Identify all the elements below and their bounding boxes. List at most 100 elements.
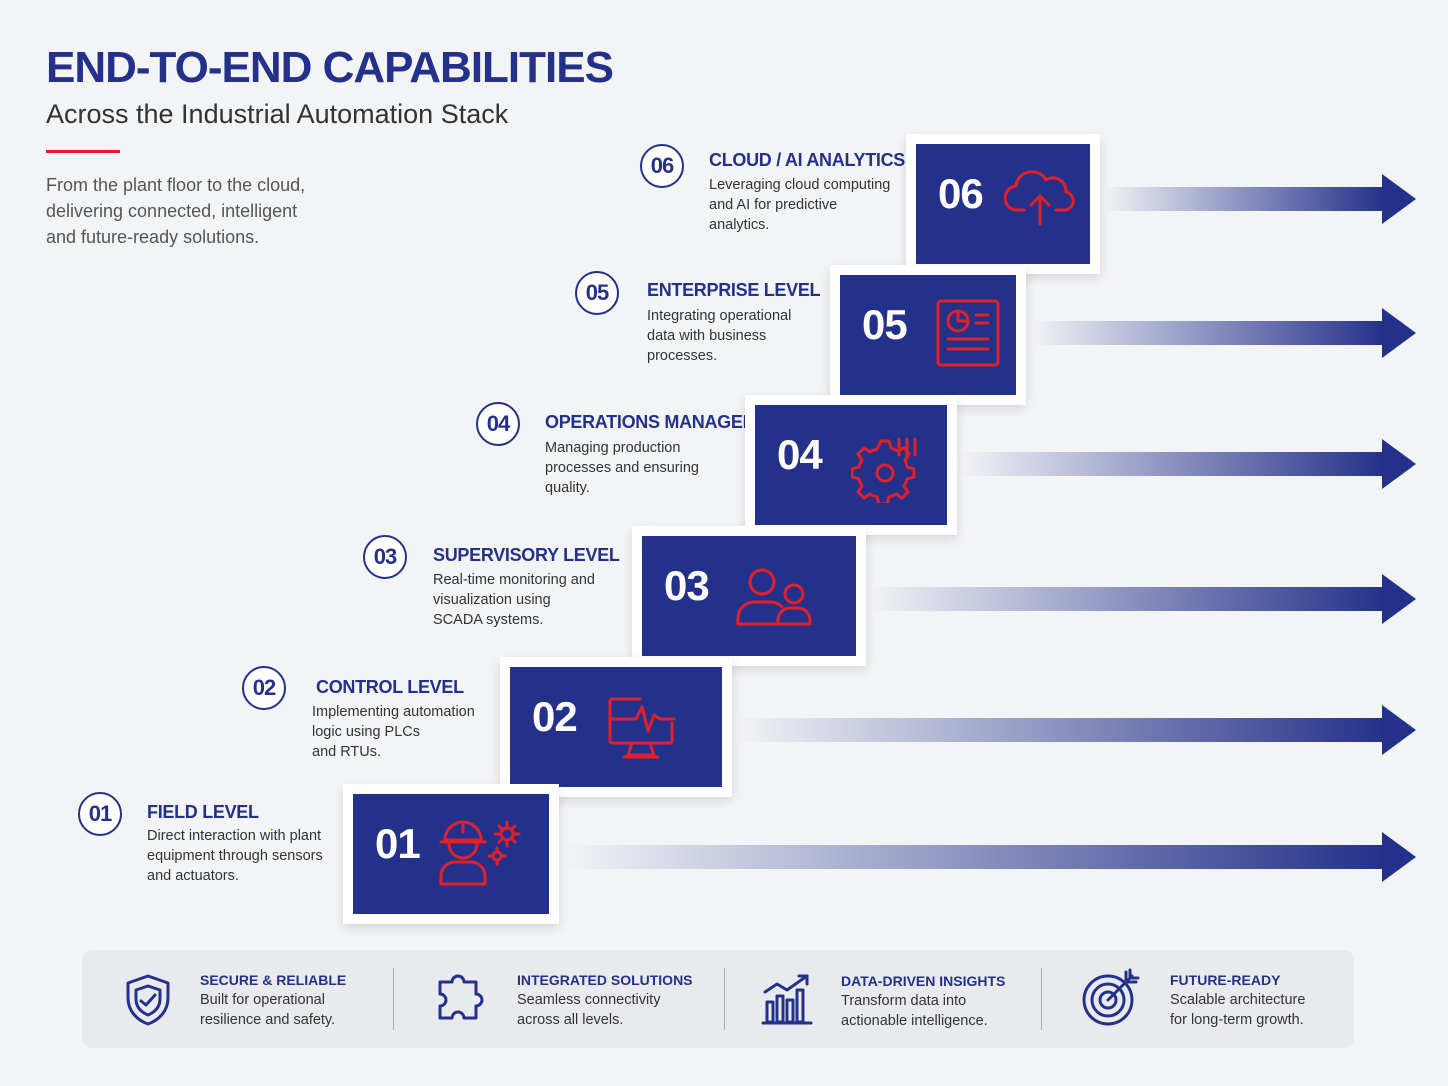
arrow-06 [1102,174,1416,224]
desc-line: Integrating operational [647,308,792,324]
feature-desc: Built for operational resilience and saf… [200,990,335,1030]
page-title: END-TO-END CAPABILITIES [46,43,614,92]
step-title-01: FIELD LEVEL [147,802,259,822]
report-icon [936,299,1000,367]
step-desc-01: Direct interaction with plant equipment … [147,826,337,886]
intro-line: and future-ready solutions. [46,227,260,247]
feature-secure: SECURE & RELIABLE Built for operational … [82,950,392,1048]
step-title-04: OPERATIONS MANAGEMENT [545,412,793,432]
desc-line: Managing production [545,440,681,456]
card-number: 05 [862,301,908,348]
intro-line: delivering connected, intelligent [46,201,298,221]
step-badge-01: 01 [78,792,122,836]
desc-line: Seamless connectivity [517,992,661,1008]
desc-line: Transform data into [841,993,967,1009]
feature-divider [393,968,394,1030]
step-desc-04: Managing production processes and ensuri… [545,438,735,498]
feature-desc: Scalable architecture for long-term grow… [1170,990,1305,1030]
desc-line: equipment through sensors [147,848,323,864]
desc-line: Real-time monitoring and [433,572,595,588]
feature-title: FUTURE-READY [1170,972,1281,988]
desc-line: Implementing automation [312,704,475,720]
card-panel: 06 [916,144,1090,264]
feature-title: DATA-DRIVEN INSIGHTS [841,973,1006,989]
step-title-05: ENTERPRISE LEVEL [647,280,821,300]
card-panel: 01 [353,794,549,914]
bar-chart-trend-icon [761,974,813,1025]
desc-line: actionable intelligence. [841,1013,988,1029]
feature-data: DATA-DRIVEN INSIGHTS Transform data into… [725,950,1041,1048]
desc-line: analytics. [709,217,770,233]
step-card-01: 01 [343,784,559,924]
step-badge-06: 06 [640,144,684,188]
desc-line: processes. [647,348,718,364]
card-number: 03 [664,562,710,609]
desc-line: Leveraging cloud computing [709,177,891,193]
card-number: 01 [375,820,421,867]
feature-desc: Seamless connectivity across all levels. [517,990,660,1030]
users-icon [736,568,812,626]
card-panel: 03 [642,536,856,656]
arrow-04 [960,439,1416,489]
card-number: 06 [938,170,984,217]
step-card-03: 03 [632,526,866,666]
step-desc-02: Implementing automation logic using PLCs… [312,702,502,762]
step-desc-06: Leveraging cloud computing and AI for pr… [709,175,899,235]
step-badge-05: 05 [575,271,619,315]
desc-line: Scalable architecture [1170,992,1306,1008]
desc-line: quality. [545,480,590,496]
feature-integrated: INTEGRATED SOLUTIONS Seamless connectivi… [394,950,724,1048]
title-underline [46,150,120,153]
desc-line: and actuators. [147,868,239,884]
arrow-03 [868,574,1416,624]
desc-line: processes and ensuring [545,460,699,476]
intro-line: From the plant floor to the cloud, [46,175,306,195]
card-number: 02 [532,693,578,740]
feature-title: SECURE & RELIABLE [200,972,347,988]
step-desc-03: Real-time monitoring and visualization u… [433,570,623,630]
desc-line: for long-term growth. [1170,1012,1304,1028]
desc-line: SCADA systems. [433,612,544,628]
desc-line: visualization using [433,592,551,608]
step-card-06: 06 [906,134,1100,274]
gear-bars-icon [851,437,917,503]
feature-desc: Transform data into actionable intellige… [841,991,988,1031]
arrow-02 [735,705,1416,755]
arrows-layer [562,174,1416,882]
step-card-05: 05 [830,265,1026,405]
desc-line: across all levels. [517,1012,624,1028]
desc-line: Direct interaction with plant [147,828,322,844]
desc-line: resilience and safety. [200,1012,336,1028]
shield-check-icon [126,974,170,1026]
feature-title: INTEGRATED SOLUTIONS [517,972,693,988]
feature-divider [724,968,725,1030]
desc-line: logic using PLCs [312,724,420,740]
card-panel: 05 [840,275,1016,395]
intro-text: From the plant floor to the cloud, deliv… [46,172,346,250]
target-arrow-icon [1082,968,1140,1026]
desc-line: data with business [647,328,767,344]
puzzle-icon [438,974,484,1020]
step-badge-04: 04 [476,402,520,446]
arrow-05 [1030,308,1416,358]
card-number: 04 [777,431,823,478]
step-card-02: 02 [500,657,732,797]
step-desc-05: Integrating operational data with busine… [647,306,837,366]
feature-future: FUTURE-READY Scalable architecture for l… [1042,950,1354,1048]
monitor-pulse-icon [608,697,676,759]
page-subtitle: Across the Industrial Automation Stack [46,99,509,129]
cloud-upload-icon [1004,170,1075,226]
arrow-01 [562,832,1416,882]
feature-divider [1041,968,1042,1030]
card-panel: 02 [510,667,722,787]
card-panel: 04 [755,405,947,525]
worker-gears-icon [439,820,521,886]
step-title-06: CLOUD / AI ANALYTICS [709,150,906,170]
step-title-03: SUPERVISORY LEVEL [433,545,620,565]
desc-line: Built for operational [200,992,325,1008]
step-badge-03: 03 [363,535,407,579]
desc-line: and AI for predictive [709,197,838,213]
features-bar: SECURE & RELIABLE Built for operational … [82,950,1354,1048]
desc-line: and RTUs. [312,744,382,760]
step-title-02: CONTROL LEVEL [316,677,464,697]
